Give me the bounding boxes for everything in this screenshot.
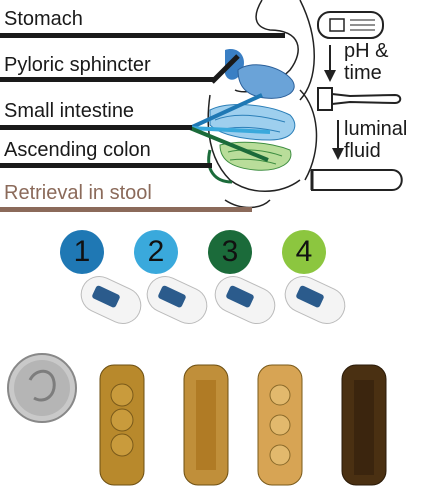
retrieval-label: Retrieval in stool bbox=[4, 182, 152, 204]
coin-photo bbox=[7, 353, 77, 423]
arrow-down-icon bbox=[332, 120, 344, 160]
small-intestine-label: Small intestine bbox=[4, 100, 135, 122]
retrieval-pointer-bar bbox=[0, 207, 252, 212]
luminal-fluid-note: luminal fluid bbox=[344, 118, 407, 162]
capsule-photo-1 bbox=[80, 276, 142, 324]
capsule-photo-4 bbox=[284, 276, 346, 324]
small-intestine-pointer-bar bbox=[0, 125, 192, 130]
capsule-triggered-icon bbox=[317, 87, 402, 111]
stomach-region bbox=[237, 64, 295, 99]
badge-number: 4 bbox=[295, 235, 313, 268]
capsule-photo-2 bbox=[146, 276, 208, 324]
luminal-note-line1: luminal bbox=[344, 118, 408, 140]
badge-number: 1 bbox=[73, 235, 91, 268]
arrow-down-icon bbox=[324, 45, 336, 82]
pyloric-sphincter-label: Pyloric sphincter bbox=[4, 54, 151, 76]
ph-note-line2: time bbox=[344, 62, 382, 84]
capsule-filled-icon bbox=[310, 169, 403, 191]
sample-tube-1 bbox=[99, 364, 145, 486]
capsule-badge-2: 2 bbox=[134, 230, 178, 274]
sample-tube-2 bbox=[183, 364, 229, 486]
capsule-badge-1: 1 bbox=[60, 230, 104, 274]
sample-tube-4 bbox=[341, 364, 387, 486]
stomach-label: Stomach bbox=[4, 8, 83, 30]
stomach-pointer-bar bbox=[0, 33, 285, 38]
capsule-badge-3: 3 bbox=[208, 230, 252, 274]
sample-tube-3 bbox=[257, 364, 303, 486]
ph-time-note: pH & time bbox=[344, 40, 388, 84]
badge-number: 2 bbox=[147, 235, 165, 268]
ph-note-line1: pH & bbox=[344, 40, 389, 62]
capsule-photo-3 bbox=[214, 276, 276, 324]
small-intestine-region bbox=[209, 104, 296, 141]
luminal-note-line2: fluid bbox=[344, 140, 381, 162]
capsule-badge-4: 4 bbox=[282, 230, 326, 274]
capsule-closed-icon bbox=[317, 11, 384, 39]
ascending-colon-pointer-bar bbox=[0, 163, 212, 168]
ascending-colon-label: Ascending colon bbox=[4, 139, 151, 161]
pyloric-pointer-bar bbox=[0, 77, 214, 82]
badge-number: 3 bbox=[221, 235, 239, 268]
